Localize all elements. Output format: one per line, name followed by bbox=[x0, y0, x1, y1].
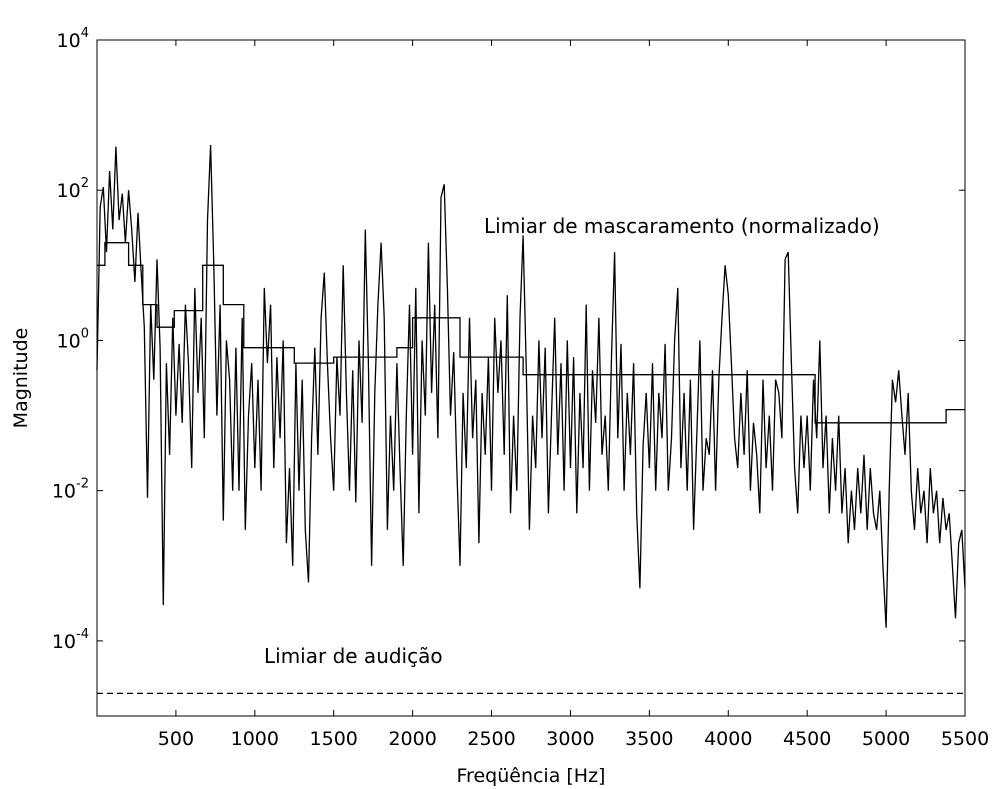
x-tick-label: 500 bbox=[158, 728, 194, 750]
y-tick-label: 100 bbox=[57, 326, 89, 352]
y-axis-label: Magnitude bbox=[10, 328, 32, 429]
masking-threshold-line bbox=[97, 242, 965, 424]
plot-frame bbox=[96, 39, 966, 717]
y-tick-label: 10-4 bbox=[52, 627, 89, 653]
x-tick-label: 4000 bbox=[704, 728, 752, 750]
series-layer bbox=[96, 144, 966, 695]
x-tick-label: 1000 bbox=[231, 728, 279, 750]
y-tick-label: 10-2 bbox=[52, 477, 89, 503]
masking-threshold-annotation: Limiar de mascaramento (normalizado) bbox=[484, 214, 880, 238]
y-tick-label: 104 bbox=[57, 26, 89, 52]
x-tick-label: 1500 bbox=[310, 728, 358, 750]
x-tick-label: 2500 bbox=[467, 728, 515, 750]
hearing-threshold-annotation: Limiar de audição bbox=[264, 644, 443, 668]
x-tick-label: 3500 bbox=[625, 728, 673, 750]
tick-layer bbox=[97, 39, 966, 716]
spectrum-line bbox=[96, 144, 966, 628]
x-axis-label: Freqüência [Hz] bbox=[457, 765, 606, 787]
x-tick-label: 3000 bbox=[546, 728, 594, 750]
x-tick-label: 5500 bbox=[941, 728, 989, 750]
x-tick-label: 4500 bbox=[783, 728, 831, 750]
x-tick-label: 2000 bbox=[388, 728, 436, 750]
y-tick-label: 102 bbox=[57, 176, 89, 202]
label-layer: 500 1000 1500 2000 2500 3000 3500 4000 4500 5000 5… bbox=[52, 26, 989, 750]
x-tick-label: 5000 bbox=[862, 728, 910, 750]
